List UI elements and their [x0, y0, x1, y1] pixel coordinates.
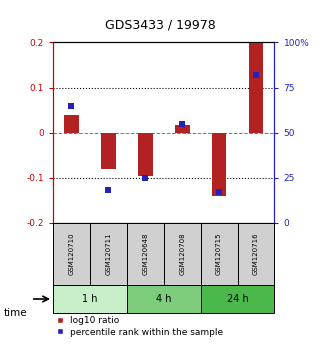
Point: [253, 72, 258, 78]
Bar: [201, 223, 238, 285]
Bar: [127, 285, 201, 313]
Text: GDS3433 / 19978: GDS3433 / 19978: [105, 19, 216, 32]
Point: [69, 103, 74, 108]
Text: GSM120708: GSM120708: [179, 233, 185, 275]
Text: 24 h: 24 h: [227, 294, 248, 304]
Text: GSM120715: GSM120715: [216, 233, 222, 275]
Point: [106, 188, 111, 193]
Legend: log10 ratio, percentile rank within the sample: log10 ratio, percentile rank within the …: [57, 316, 223, 337]
Text: GSM120716: GSM120716: [253, 233, 259, 275]
Bar: [90, 223, 127, 285]
Point: [216, 189, 221, 195]
Text: GSM120648: GSM120648: [142, 233, 148, 275]
Text: 4 h: 4 h: [156, 294, 171, 304]
Bar: [212, 133, 226, 196]
Text: GSM120710: GSM120710: [68, 233, 74, 275]
Bar: [164, 223, 201, 285]
Bar: [201, 285, 274, 313]
Bar: [64, 115, 79, 133]
Text: 1 h: 1 h: [82, 294, 98, 304]
Bar: [101, 133, 116, 169]
Point: [179, 121, 185, 126]
Point: [143, 175, 148, 181]
Bar: [53, 223, 90, 285]
Bar: [238, 223, 274, 285]
Bar: [138, 133, 152, 176]
Bar: [127, 223, 164, 285]
Text: time: time: [3, 308, 27, 318]
Bar: [175, 125, 189, 133]
Bar: [53, 285, 127, 313]
Bar: [248, 42, 263, 133]
Text: GSM120711: GSM120711: [105, 233, 111, 275]
